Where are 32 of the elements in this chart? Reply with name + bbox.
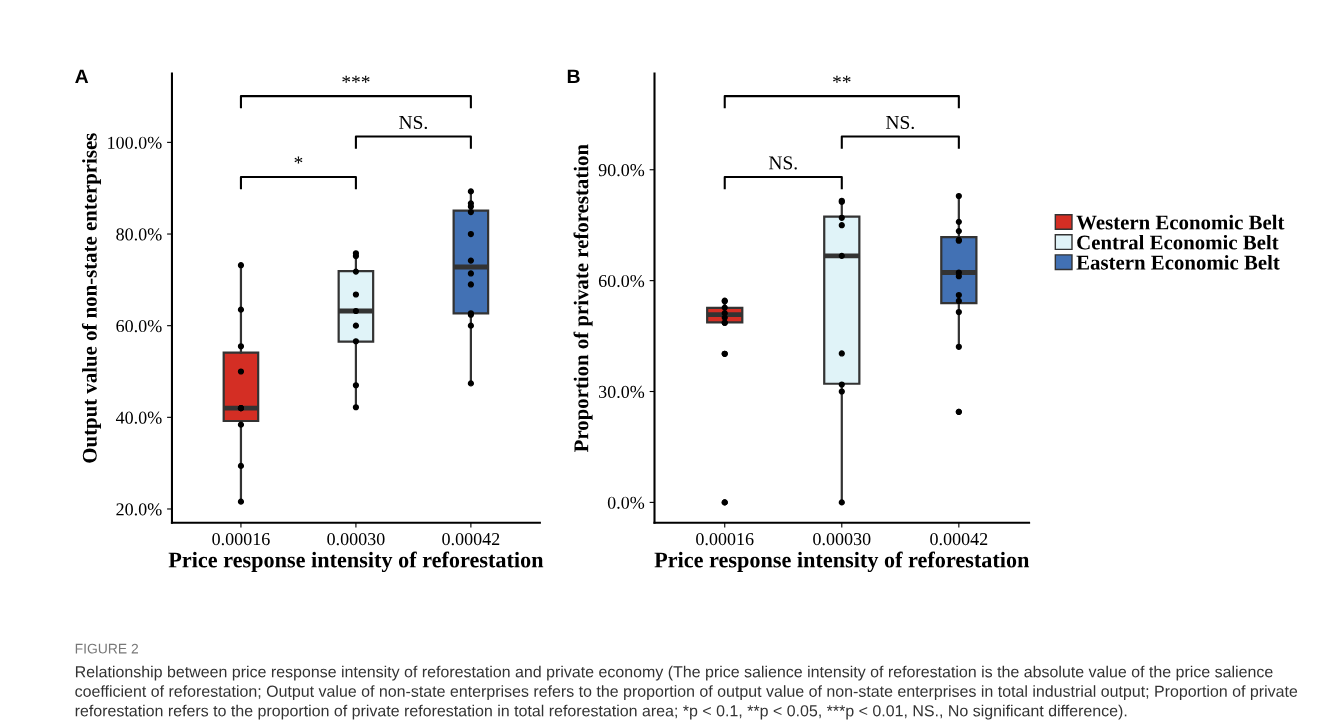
annotation: NS. <box>886 115 914 130</box>
y-tick-label: 0.0% <box>607 496 645 509</box>
legend-label: Eastern Economic Belt <box>1076 254 1280 270</box>
annotation: *** <box>342 75 370 83</box>
y-axis-title: Proportion of private reforestation <box>573 144 593 453</box>
y-tick-label: 100.0% <box>108 136 162 149</box>
annotation: * <box>294 156 303 164</box>
y-tick-label: 40.0% <box>115 411 162 424</box>
x-axis-title: Price response intensity of reforestation <box>654 551 1030 573</box>
x-tick-label: 0.00016 <box>696 532 754 546</box>
y-tick-label: 90.0% <box>598 164 645 177</box>
y-tick-label: 60.0% <box>116 319 162 333</box>
caption: FIGURE 2 <box>75 643 138 654</box>
annotation: ** <box>833 75 851 83</box>
legend-label: Central Economic Belt <box>1077 234 1279 250</box>
y-tick-label: 30.0% <box>599 385 645 399</box>
text: Relationship between price response intensity of reforestation and private economy (The price salience intensity of reforestation is the absolute value of the price salience coefficient of reforestation; Output value of non-state enterprises refers to the proportion of output value of non-state enterprises in total industrial output; Proportion of private reforestation refers to the proportion of private reforestation in total reforestation area; *p < 0.1, **p < 0.05, ***p < 0.01, NS., No significant difference). <box>75 665 1298 720</box>
x-tick-label: 0.00042 <box>930 532 988 546</box>
y-axis-title: Output value of non-state enterprises <box>81 133 102 463</box>
x-axis-title: Price response intensity of reforestation <box>168 551 544 573</box>
chart-title: B <box>567 69 580 84</box>
annotation: NS. <box>399 115 427 130</box>
chart-title: A <box>75 69 89 84</box>
legend-label: Western Economic Belt <box>1076 214 1285 230</box>
x-tick-label: 0.00030 <box>813 532 871 546</box>
x-tick-label: 0.00042 <box>442 532 500 546</box>
x-tick-label: 0.00030 <box>327 532 385 546</box>
y-tick-label: 20.0% <box>116 503 162 516</box>
annotation: NS. <box>768 156 797 170</box>
y-tick-label: 80.0% <box>116 228 162 241</box>
x-tick-label: 0.00016 <box>212 532 270 546</box>
y-tick-label: 60.0% <box>598 274 645 288</box>
